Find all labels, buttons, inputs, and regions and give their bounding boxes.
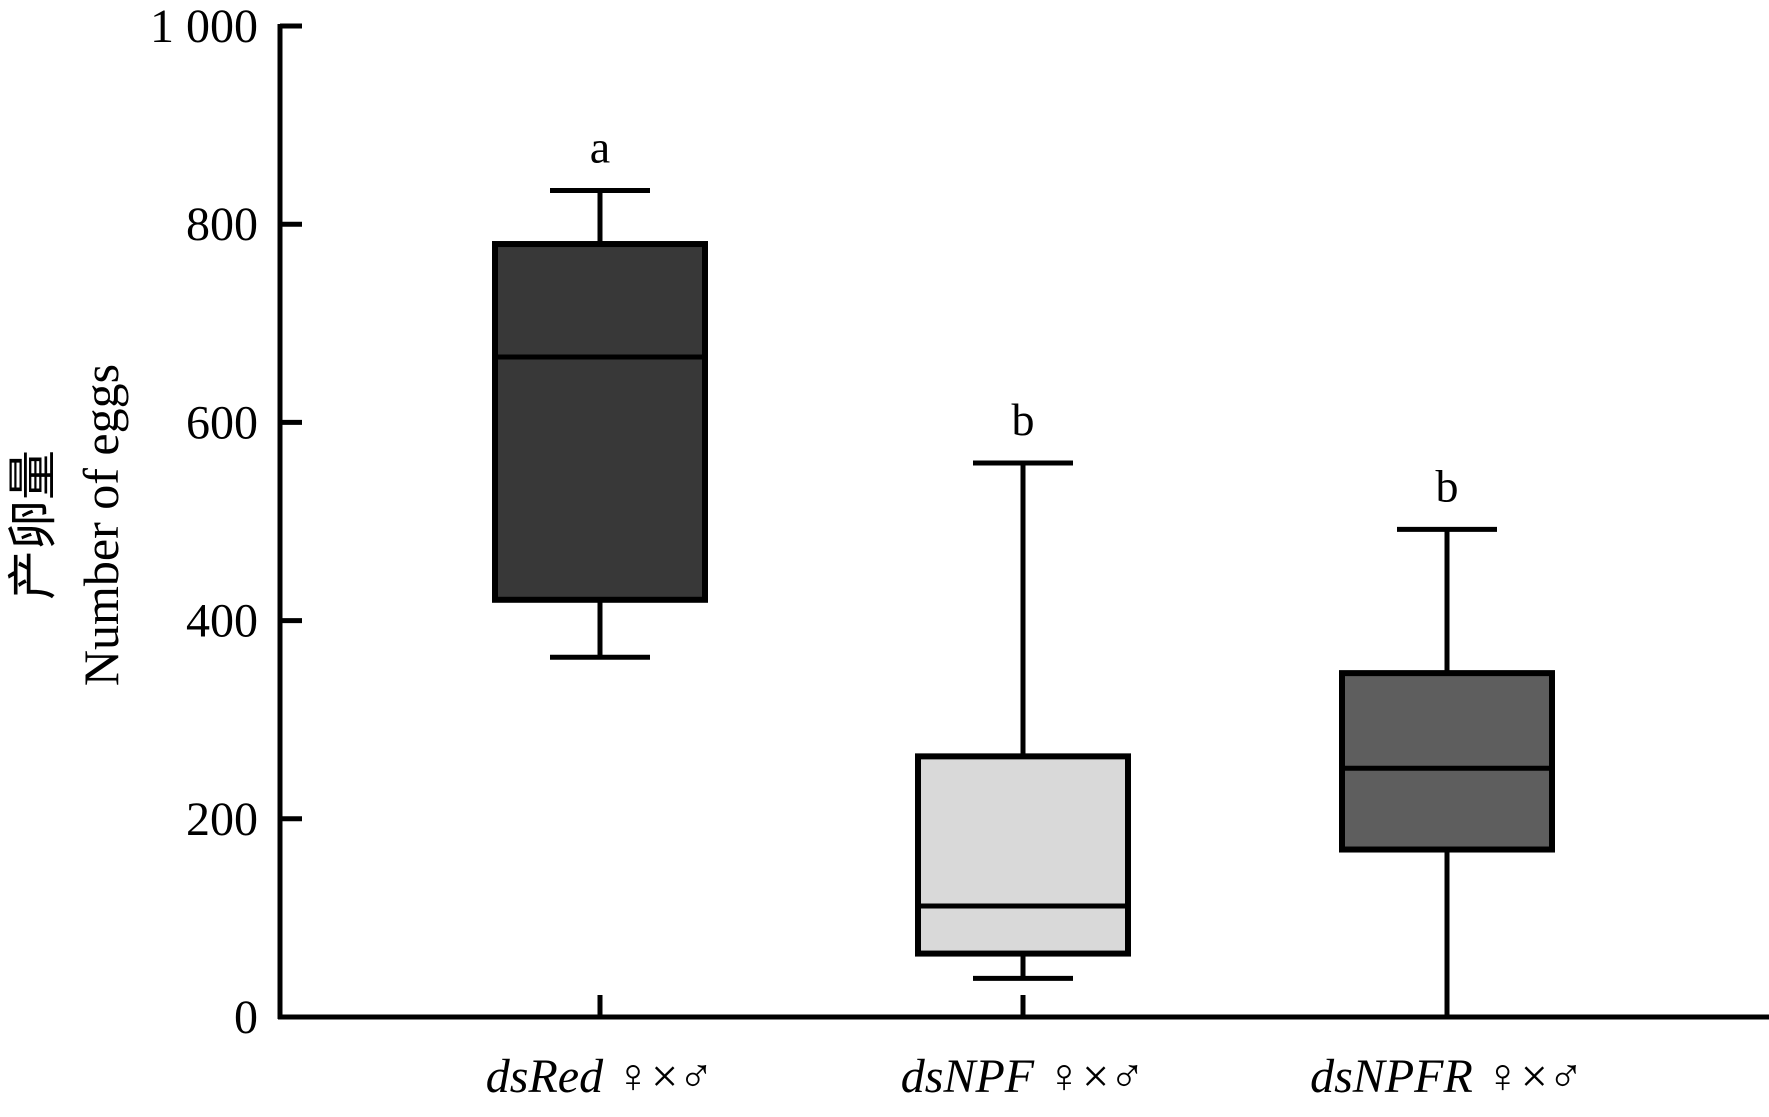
significance-label: a xyxy=(590,122,610,173)
x-tick-labels: dsRed ♀×♂ dsNPF ♀×♂ dsNPFR ♀×♂ xyxy=(486,1050,1584,1103)
x-tick-label: dsRed ♀×♂ xyxy=(486,1050,714,1103)
iqr-box xyxy=(1339,670,1555,853)
y-tick-label: 400 xyxy=(186,595,258,648)
box-1: a xyxy=(492,122,708,660)
boxes: a b b xyxy=(492,122,1555,1017)
y-tick-label: 600 xyxy=(186,396,258,449)
y-tick-label: 800 xyxy=(186,198,258,251)
y-tick-label: 1 000 xyxy=(150,0,258,53)
y-ticks: 0 200 400 600 800 1 000 xyxy=(150,0,302,1044)
x-tick-label: dsNPFR ♀×♂ xyxy=(1310,1050,1584,1103)
x-tick-label: dsNPF ♀×♂ xyxy=(901,1050,1145,1103)
iqr-box xyxy=(492,241,708,603)
category-suffix: ♀×♂ xyxy=(1473,1050,1584,1103)
y-tick-label: 0 xyxy=(234,991,258,1044)
significance-label: b xyxy=(1012,394,1035,445)
category-name: dsNPFR xyxy=(1310,1050,1473,1103)
y-axis-label-chinese: 产卵量 xyxy=(5,450,61,600)
iqr-box xyxy=(915,753,1131,957)
category-name: dsRed xyxy=(486,1050,604,1103)
category-suffix: ♀×♂ xyxy=(1034,1050,1145,1103)
significance-label: b xyxy=(1436,460,1459,511)
box-3: b xyxy=(1339,460,1555,1017)
y-tick-label: 200 xyxy=(186,793,258,846)
y-axis-label-english: Number of eggs xyxy=(73,364,129,686)
y-axis-title: 产卵量 Number of eggs xyxy=(5,364,129,686)
category-name: dsNPF xyxy=(901,1050,1035,1103)
box-2: b xyxy=(915,394,1131,981)
category-suffix: ♀×♂ xyxy=(603,1050,714,1103)
